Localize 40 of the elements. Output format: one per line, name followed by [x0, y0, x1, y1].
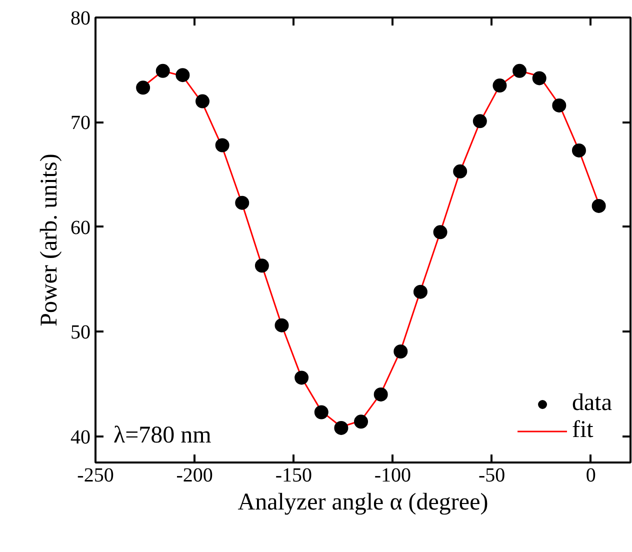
- point: [433, 225, 448, 240]
- point: [512, 64, 527, 78]
- point: [274, 318, 289, 332]
- point: [532, 71, 546, 86]
- annotation: λ=780 nm: [114, 422, 212, 448]
- legend-label: data: [572, 390, 612, 417]
- point: [374, 387, 388, 402]
- point: [314, 405, 328, 420]
- y-axis-title: Power (arb. units): [36, 154, 62, 326]
- point: [235, 196, 250, 210]
- point: [156, 64, 170, 78]
- point: [413, 284, 428, 299]
- point: [354, 414, 368, 429]
- point: [394, 344, 408, 358]
- x-tick-label: -250: [77, 464, 114, 486]
- x-tick-label: 0: [586, 464, 596, 486]
- point: [136, 80, 150, 95]
- point: [572, 143, 586, 158]
- y-tick-label: 50: [70, 322, 90, 344]
- legend-label: fit: [572, 417, 594, 444]
- y-tick-label: 40: [70, 426, 90, 448]
- x-tick-label: -50: [478, 464, 506, 486]
- point: [453, 164, 468, 178]
- x-tick-label: -150: [275, 464, 312, 486]
- y-tick-label: 80: [70, 8, 90, 30]
- y-tick-label: 70: [70, 112, 90, 134]
- point: [254, 258, 269, 273]
- point: [492, 78, 507, 93]
- x-axis-title: Analyzer angle α (degree): [238, 490, 488, 516]
- x-tick-label: -100: [374, 464, 412, 486]
- x-tick-label: -200: [176, 464, 213, 486]
- point: [294, 370, 309, 385]
- point: [552, 98, 566, 112]
- point: [215, 138, 230, 152]
- point: [334, 420, 348, 435]
- point: [176, 68, 190, 82]
- y-tick-label: 60: [70, 216, 90, 239]
- point: [472, 114, 487, 128]
- point: [592, 198, 606, 213]
- point: [196, 94, 210, 108]
